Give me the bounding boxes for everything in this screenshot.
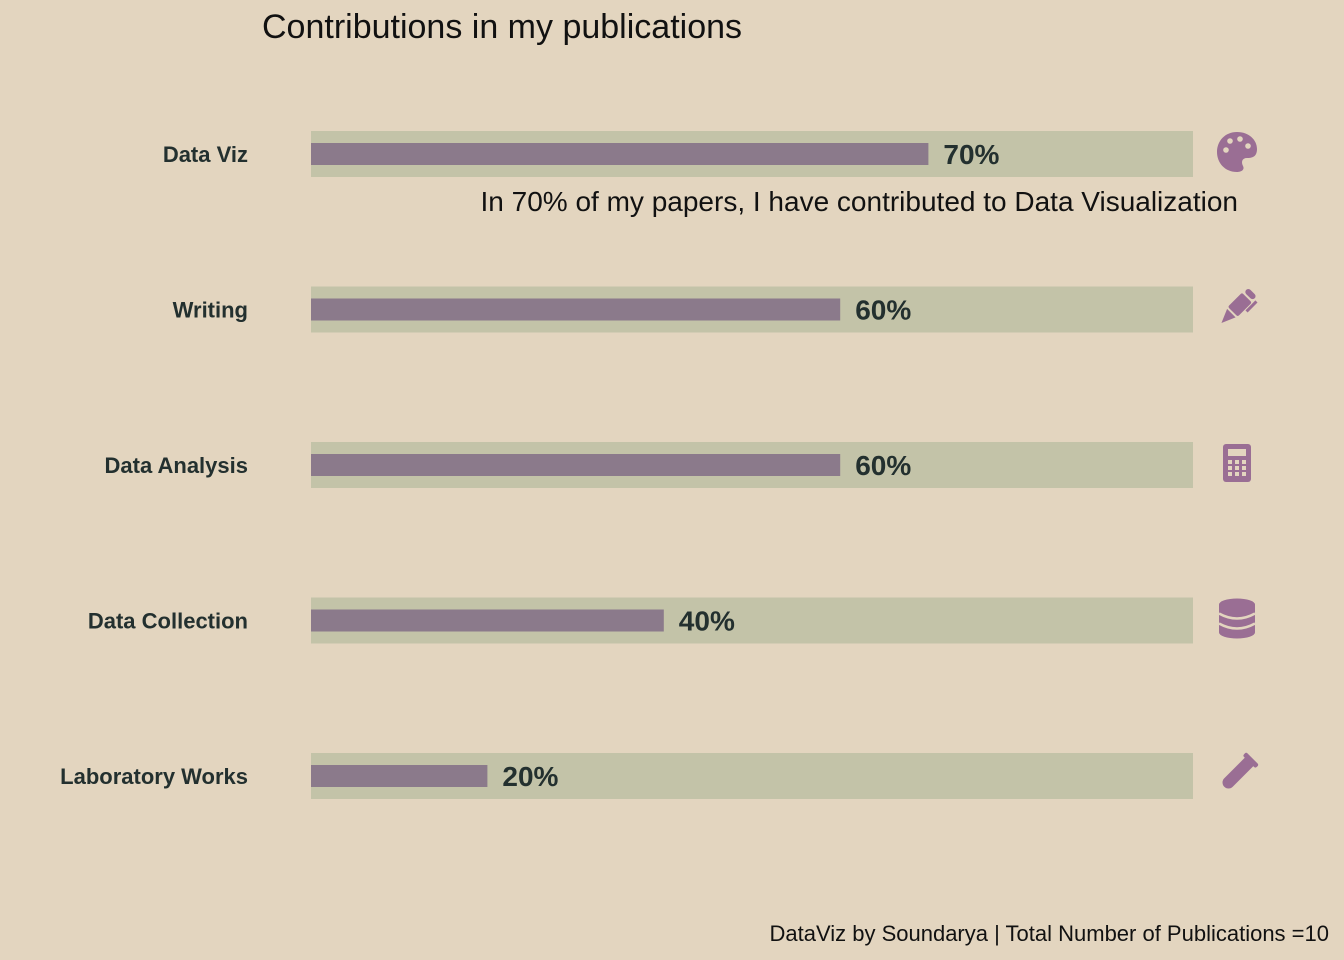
palette-icon — [1217, 132, 1257, 172]
value-label: 20% — [502, 761, 558, 792]
category-label: Writing — [173, 298, 248, 323]
category-label: Data Collection — [88, 609, 248, 634]
chart-annotation: In 70% of my papers, I have contributed … — [481, 186, 1238, 217]
chart-caption: DataViz by Soundarya | Total Number of P… — [769, 921, 1329, 946]
bar — [311, 143, 929, 165]
value-label: 70% — [943, 139, 999, 170]
pen-icon — [1221, 288, 1258, 324]
chart-title: Contributions in my publications — [262, 8, 742, 46]
value-label: 40% — [679, 606, 735, 637]
bar — [311, 454, 841, 476]
bar — [311, 765, 488, 787]
value-label: 60% — [855, 295, 911, 326]
category-label: Data Viz — [163, 142, 248, 167]
category-label: Laboratory Works — [60, 764, 248, 789]
value-label: 60% — [855, 450, 911, 481]
test-tube-icon — [1222, 752, 1259, 789]
bar — [311, 609, 664, 632]
database-icon — [1218, 598, 1256, 639]
bar — [311, 298, 841, 321]
calculator-icon — [1223, 444, 1251, 482]
category-label: Data Analysis — [105, 453, 248, 478]
chart-rows: Data Viz 70% Writing 60% Data Analysis 60% Dat… — [60, 131, 1259, 799]
